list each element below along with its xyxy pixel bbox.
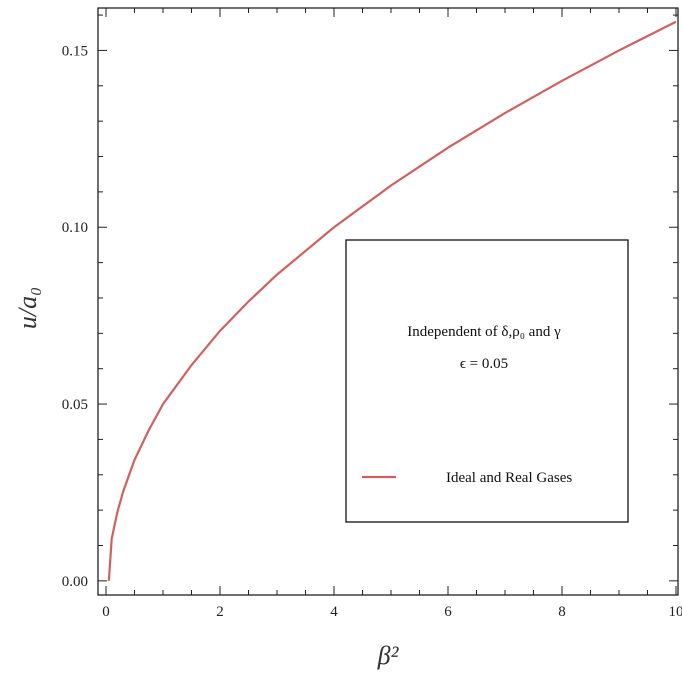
x-tick-label: 8 bbox=[558, 604, 566, 620]
legend-note-line1: Independent of δ,ρ₀ and γ bbox=[407, 324, 561, 340]
x-tick-label: 2 bbox=[216, 604, 224, 620]
y-tick-label: 0.10 bbox=[62, 220, 88, 236]
x-tick-label: 0 bbox=[102, 604, 110, 620]
x-tick-label: 4 bbox=[330, 604, 338, 620]
y-tick-label: 0.05 bbox=[62, 397, 88, 413]
ticks bbox=[98, 8, 678, 595]
legend-note-line2: ϵ = 0.05 bbox=[460, 356, 508, 372]
x-tick-label: 6 bbox=[444, 604, 452, 620]
plot-frame bbox=[97, 7, 679, 596]
tick-labels: 0 2 4 6 8 10 0.00 0.05 0.10 0.15 bbox=[62, 43, 682, 620]
y-tick-label: 0.15 bbox=[62, 43, 88, 59]
x-tick-label: 10 bbox=[669, 604, 682, 620]
y-tick-label: 0.00 bbox=[62, 574, 88, 590]
x-axis-title: β² bbox=[377, 641, 400, 670]
series-line bbox=[107, 20, 677, 581]
legend-box bbox=[345, 239, 629, 523]
legend-entry-label: Ideal and Real Gases bbox=[446, 470, 572, 486]
y-axis-title: u/a₀ bbox=[13, 287, 42, 329]
legend: Independent of δ,ρ₀ and γ ϵ = 0.05 Ideal… bbox=[345, 239, 629, 523]
